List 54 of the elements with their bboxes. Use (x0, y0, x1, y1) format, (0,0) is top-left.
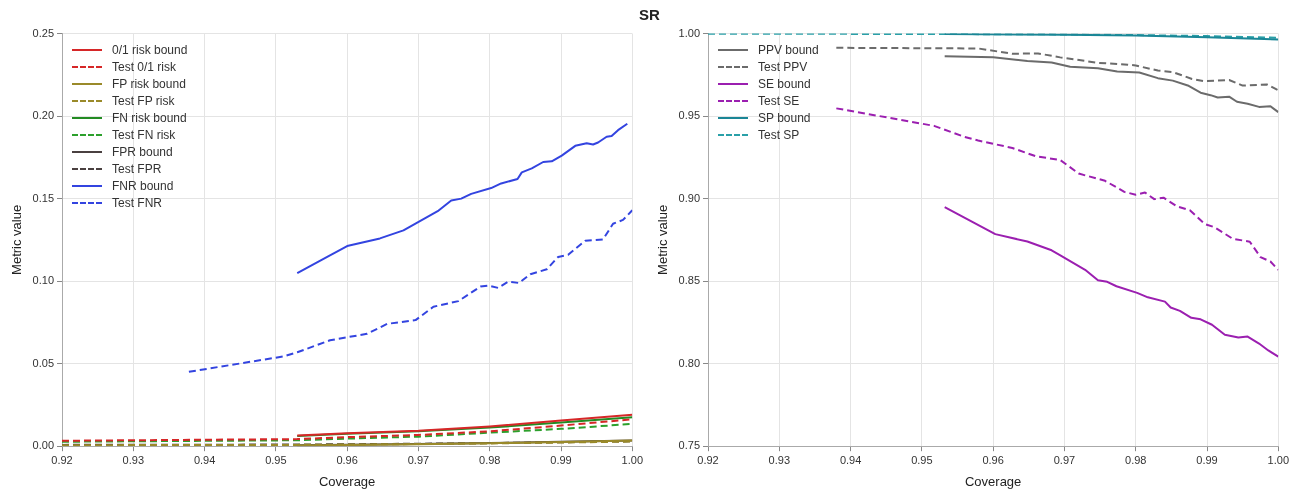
legend-label: Test FPR (112, 160, 162, 178)
y-tick-label: 0.00 (32, 439, 55, 452)
y-tick-label: 0.15 (32, 191, 55, 204)
x-tick-label: 0.94 (839, 453, 862, 466)
line-series (187, 209, 633, 373)
x-axis-title: Coverage (318, 473, 376, 489)
y-tick-label: 0.90 (678, 191, 701, 204)
x-tick-label: 0.97 (407, 453, 430, 466)
legend-label: FNR bound (112, 177, 174, 195)
legend-label: Test FNR (112, 194, 163, 212)
x-tick-label: 1.00 (1267, 453, 1290, 466)
x-tick-label: 0.92 (51, 453, 73, 466)
legend-label: Test PPV (758, 58, 808, 76)
x-tick-label: 0.92 (697, 453, 719, 466)
y-tick-label: 0.05 (32, 356, 55, 369)
y-axis-title: Metric value (655, 204, 671, 275)
legend-label: FPR bound (112, 143, 173, 161)
y-axis-title: Metric value (9, 204, 25, 275)
x-tick-label: 0.97 (1053, 453, 1076, 466)
x-tick-label: 0.98 (479, 453, 501, 466)
y-tick-label: 0.95 (678, 109, 701, 122)
legend-label: Test SE (758, 92, 800, 110)
legend-label: 0/1 risk bound (112, 41, 188, 59)
x-tick-label: 1.00 (621, 453, 644, 466)
legend-label: FP risk bound (112, 75, 186, 93)
x-tick-label: 0.95 (911, 453, 933, 466)
legend-label: Test FP risk (112, 92, 175, 110)
line-series (835, 46, 1279, 92)
legend-label: SP bound (758, 109, 811, 127)
legend-label: Test SP (758, 126, 800, 144)
x-tick-label: 0.95 (265, 453, 287, 466)
legend-label: FN risk bound (112, 109, 187, 127)
legend-label: SE bound (758, 75, 811, 93)
y-tick-label: 0.20 (32, 109, 55, 122)
line-series (835, 107, 1279, 271)
x-tick-label: 0.99 (1196, 453, 1218, 466)
x-tick-label: 0.96 (982, 453, 1004, 466)
y-tick-label: 0.25 (32, 26, 55, 39)
legend-label: Test 0/1 risk (112, 58, 177, 76)
x-axis-title: Coverage (964, 473, 1022, 489)
x-tick-label: 0.93 (122, 453, 145, 466)
y-tick-label: 0.10 (32, 274, 55, 287)
x-tick-label: 0.99 (550, 453, 572, 466)
legend-label: PPV bound (758, 41, 819, 59)
y-tick-label: 1.00 (678, 26, 701, 39)
x-tick-label: 0.93 (768, 453, 791, 466)
x-tick-label: 0.96 (336, 453, 358, 466)
y-tick-label: 0.80 (678, 356, 701, 369)
legend-label: Test FN risk (112, 126, 176, 144)
x-tick-label: 0.98 (1125, 453, 1147, 466)
chart-title: SR (638, 6, 661, 23)
y-tick-label: 0.75 (678, 439, 701, 452)
y-tick-label: 0.85 (678, 274, 701, 287)
x-tick-label: 0.94 (193, 453, 216, 466)
